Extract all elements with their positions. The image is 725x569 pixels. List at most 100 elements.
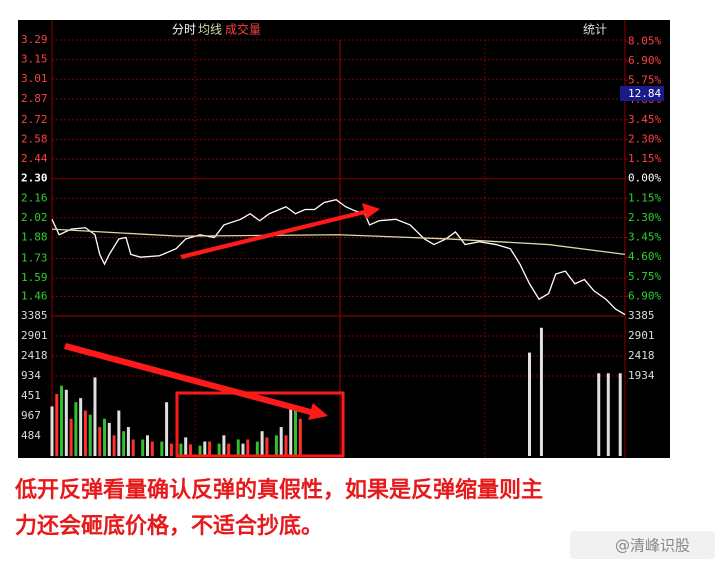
volume-bar: [79, 398, 83, 456]
y2-tick-label: 1.15%: [628, 191, 661, 204]
volume-bar: [131, 439, 135, 456]
volume-bar: [93, 377, 97, 456]
y2-tick-label: 0.00%: [628, 172, 661, 185]
volume-bar: [203, 441, 207, 456]
caption-line: 低开反弹看量确认反弹的真假性，如果是反弹缩量则主: [14, 477, 543, 503]
y2-tick-label: 8.05%: [628, 34, 661, 47]
legend-entry: 成交量: [225, 22, 261, 37]
volume-bar: [60, 385, 64, 456]
y-tick-label: 2.87: [21, 92, 48, 105]
y2-tick-label: 4.60%: [628, 250, 661, 263]
volume-bar: [618, 373, 622, 456]
y-tick-label: 1.73: [21, 252, 48, 265]
volume-bar: [217, 443, 221, 456]
volume-bar: [279, 427, 283, 456]
arrows: [64, 203, 380, 420]
price-tag: 12.84: [628, 87, 661, 100]
volume-bar: [255, 441, 259, 456]
y-tick-label: 2.16: [21, 191, 48, 204]
volume-bar: [227, 443, 231, 456]
y2-tick-label: 6.90%: [628, 54, 661, 67]
stats-label: 统计: [583, 23, 607, 37]
y2-tick-label: 2901: [628, 329, 655, 342]
y2-tick-label: 1.15%: [628, 152, 661, 165]
volume-bar: [126, 427, 130, 456]
volume-bar: [236, 439, 240, 456]
y2-tick-label: 5.75%: [628, 270, 661, 283]
volume-bar: [188, 444, 192, 456]
y-tick-label: 2.30: [21, 172, 48, 185]
y2-tick-label: 6.90%: [628, 289, 661, 302]
arrow: [180, 203, 380, 259]
y-tick-label: 3385: [21, 309, 48, 322]
volume-bar: [260, 431, 264, 456]
volume-bar: [107, 422, 111, 456]
y-tick-label: 484: [21, 429, 41, 442]
volume-bar: [539, 327, 543, 456]
y2-tick-label: 2.30%: [628, 132, 661, 145]
y-tick-label: 1.59: [21, 271, 48, 284]
y2-tick-label: 2.30%: [628, 211, 661, 224]
y2-tick-label: 5.75%: [628, 74, 661, 87]
y-tick-label: 2.02: [21, 211, 48, 224]
volume-bar: [265, 437, 269, 456]
volume-bar: [69, 418, 73, 456]
volume-bar: [246, 439, 250, 456]
volume-bar: [74, 402, 78, 456]
y2-tick-label: 1934: [628, 369, 655, 382]
y-tick-label: 451: [21, 389, 41, 402]
plot: 3.29 3.15 3.01 2.87 2.72 2.58 2.44 2.30 2.16 2.02…: [21, 22, 661, 456]
volume-bar: [165, 402, 169, 456]
volume-bar: [88, 414, 92, 456]
y-tick-label: 3.15: [21, 53, 48, 66]
y-tick-label: 2.44: [21, 152, 48, 165]
y-tick-label: 3.29: [21, 33, 48, 46]
volume-bar: [160, 441, 164, 456]
y2-tick-label: 2418: [628, 349, 655, 362]
volume-bar: [606, 373, 610, 456]
volume-bar: [117, 410, 121, 456]
y2-tick-label: 3.45%: [628, 113, 661, 126]
volume-bar: [298, 418, 302, 456]
volume-bar: [103, 418, 107, 456]
volume-bar: [150, 441, 154, 456]
volume-bar: [198, 445, 202, 456]
volume-bar: [141, 439, 145, 456]
volume-bar: [241, 443, 245, 456]
volume-bar: [284, 435, 288, 456]
volume-bar: [112, 435, 116, 456]
volume-bar: [208, 441, 212, 456]
price-line: [51, 228, 626, 255]
watermark-box: [570, 531, 715, 559]
y-tick-label: 2901: [21, 329, 48, 342]
volume-bar: [55, 393, 59, 456]
volume-bar: [50, 406, 54, 456]
price-tag-box: [620, 86, 664, 101]
volume-bar: [222, 435, 226, 456]
volume-bar: [179, 443, 183, 456]
y-tick-label: 2.58: [21, 132, 48, 145]
volume-bar: [98, 427, 102, 456]
y-tick-label: 2.72: [21, 113, 48, 126]
volume-bar: [64, 389, 68, 456]
caption-line: 力还会砸底价格，不适合抄底。: [15, 513, 323, 539]
legend-entry: 均线: [198, 23, 222, 37]
y-tick-label: 934: [21, 369, 41, 382]
volume-bar: [83, 410, 87, 456]
highlight-box: [175, 391, 345, 458]
y-tick-label: 3.01: [21, 72, 48, 85]
legend-entry: 分时: [172, 23, 196, 37]
y-tick-label: 1.46: [21, 289, 48, 302]
y-tick-label: 2418: [21, 349, 48, 362]
volume-bar: [169, 443, 173, 456]
volume-bar: [528, 352, 531, 456]
volume-bar: [274, 435, 278, 456]
volume-bar: [289, 406, 293, 456]
volume-bar: [146, 435, 149, 456]
arrow: [64, 343, 328, 420]
y2-tick-label: 3.45%: [628, 231, 661, 244]
volume-bar: [122, 431, 126, 456]
volume-bar: [184, 437, 188, 456]
volume-bar: [294, 410, 298, 456]
